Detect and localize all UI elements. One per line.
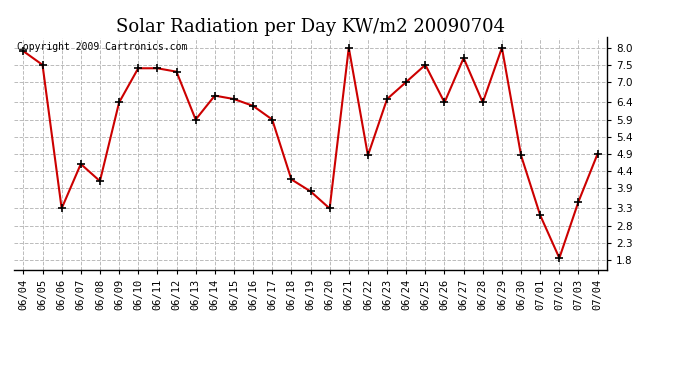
Title: Solar Radiation per Day KW/m2 20090704: Solar Radiation per Day KW/m2 20090704 bbox=[116, 18, 505, 36]
Text: Copyright 2009 Cartronics.com: Copyright 2009 Cartronics.com bbox=[17, 42, 187, 52]
